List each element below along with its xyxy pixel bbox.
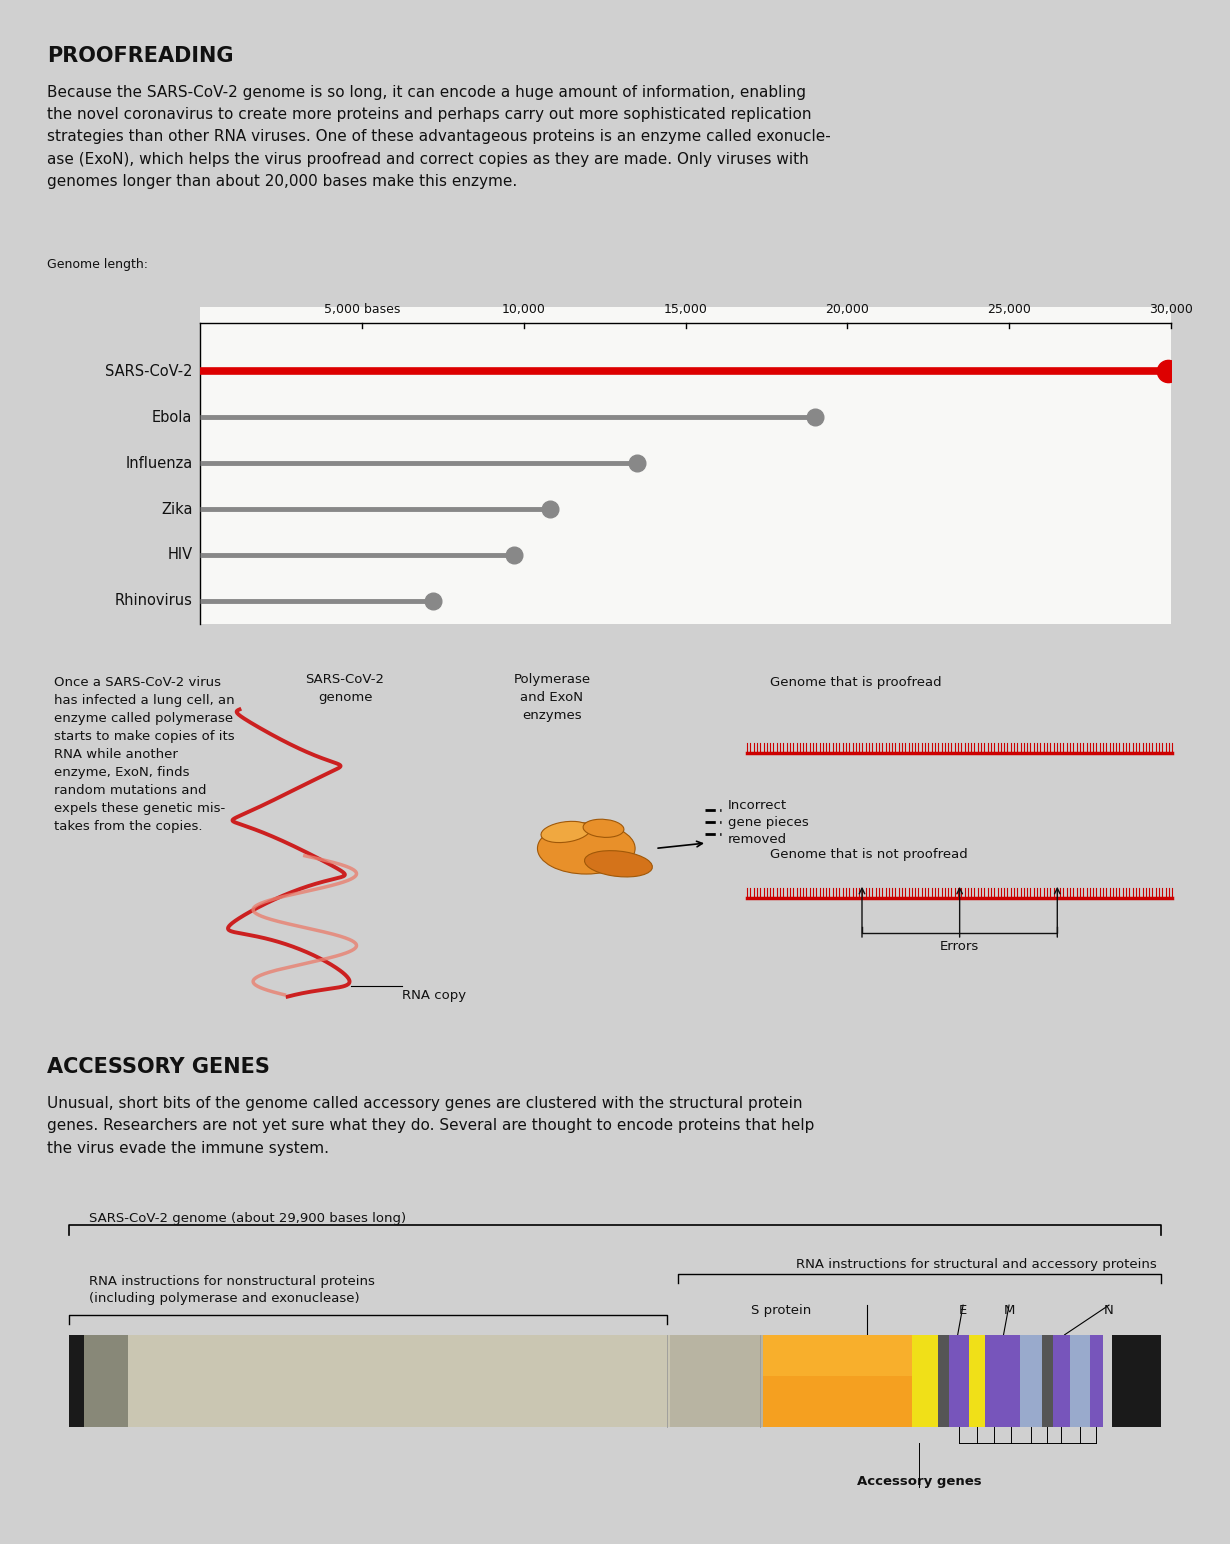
Text: S protein: S protein <box>752 1305 812 1317</box>
Text: SARS-CoV-2: SARS-CoV-2 <box>105 364 192 378</box>
Text: Errors: Errors <box>940 940 979 953</box>
Bar <box>985 1334 1002 1427</box>
Bar <box>670 1334 763 1427</box>
Text: 20,000: 20,000 <box>825 304 870 317</box>
Ellipse shape <box>583 820 624 837</box>
Bar <box>84 1334 128 1427</box>
Text: Because the SARS-CoV-2 genome is so long, it can encode a huge amount of informa: Because the SARS-CoV-2 genome is so long… <box>47 85 830 188</box>
Text: Incorrect
gene pieces
removed: Incorrect gene pieces removed <box>728 800 808 846</box>
Text: Zika: Zika <box>161 502 192 517</box>
Text: 10,000: 10,000 <box>502 304 546 317</box>
Text: N: N <box>1105 1305 1114 1317</box>
Bar <box>1042 1334 1053 1427</box>
Text: M: M <box>1004 1305 1015 1317</box>
Bar <box>69 1334 84 1427</box>
Text: RNA instructions for structural and accessory proteins: RNA instructions for structural and acce… <box>797 1258 1157 1271</box>
Text: Genome length:: Genome length: <box>47 258 148 270</box>
Bar <box>1070 1334 1090 1427</box>
Bar <box>1020 1334 1042 1427</box>
Text: HIV: HIV <box>167 548 192 562</box>
Text: SARS-CoV-2 genome (about 29,900 bases long): SARS-CoV-2 genome (about 29,900 bases lo… <box>89 1212 406 1224</box>
Text: Rhinovirus: Rhinovirus <box>114 593 192 608</box>
Text: Unusual, short bits of the genome called accessory genes are clustered with the : Unusual, short bits of the genome called… <box>47 1096 814 1155</box>
Bar <box>1002 1334 1020 1427</box>
Ellipse shape <box>538 823 635 874</box>
Bar <box>1090 1334 1103 1427</box>
Bar <box>968 1334 985 1427</box>
Text: E: E <box>959 1305 967 1317</box>
Text: PROOFREADING: PROOFREADING <box>47 46 234 65</box>
Text: ACCESSORY GENES: ACCESSORY GENES <box>47 1058 269 1076</box>
Text: Ebola: Ebola <box>153 409 192 425</box>
Text: Genome that is not proofread: Genome that is not proofread <box>770 849 968 862</box>
Bar <box>763 1334 970 1376</box>
Text: Influenza: Influenza <box>125 455 192 471</box>
Text: Genome that is proofread: Genome that is proofread <box>770 676 942 690</box>
Bar <box>1053 1334 1070 1427</box>
Text: SARS-CoV-2
genome: SARS-CoV-2 genome <box>305 673 385 704</box>
Bar <box>911 1334 938 1427</box>
Bar <box>938 1334 950 1427</box>
Text: Accessory genes: Accessory genes <box>857 1476 982 1488</box>
Bar <box>128 1334 670 1427</box>
Bar <box>763 1334 970 1427</box>
Text: RNA copy: RNA copy <box>402 990 466 1002</box>
Text: Polymerase
and ExoN
enzymes: Polymerase and ExoN enzymes <box>513 673 590 721</box>
Text: 25,000: 25,000 <box>988 304 1031 317</box>
Bar <box>1112 1334 1161 1427</box>
Text: Once a SARS-CoV-2 virus
has infected a lung cell, an
enzyme called polymerase
st: Once a SARS-CoV-2 virus has infected a l… <box>54 676 235 834</box>
Ellipse shape <box>541 821 590 843</box>
Text: 5,000 bases: 5,000 bases <box>323 304 401 317</box>
Text: 30,000: 30,000 <box>1149 304 1193 317</box>
Ellipse shape <box>584 851 652 877</box>
Text: 15,000: 15,000 <box>664 304 707 317</box>
Text: RNA instructions for nonstructural proteins
(including polymerase and exonucleas: RNA instructions for nonstructural prote… <box>89 1275 375 1306</box>
Bar <box>950 1334 968 1427</box>
